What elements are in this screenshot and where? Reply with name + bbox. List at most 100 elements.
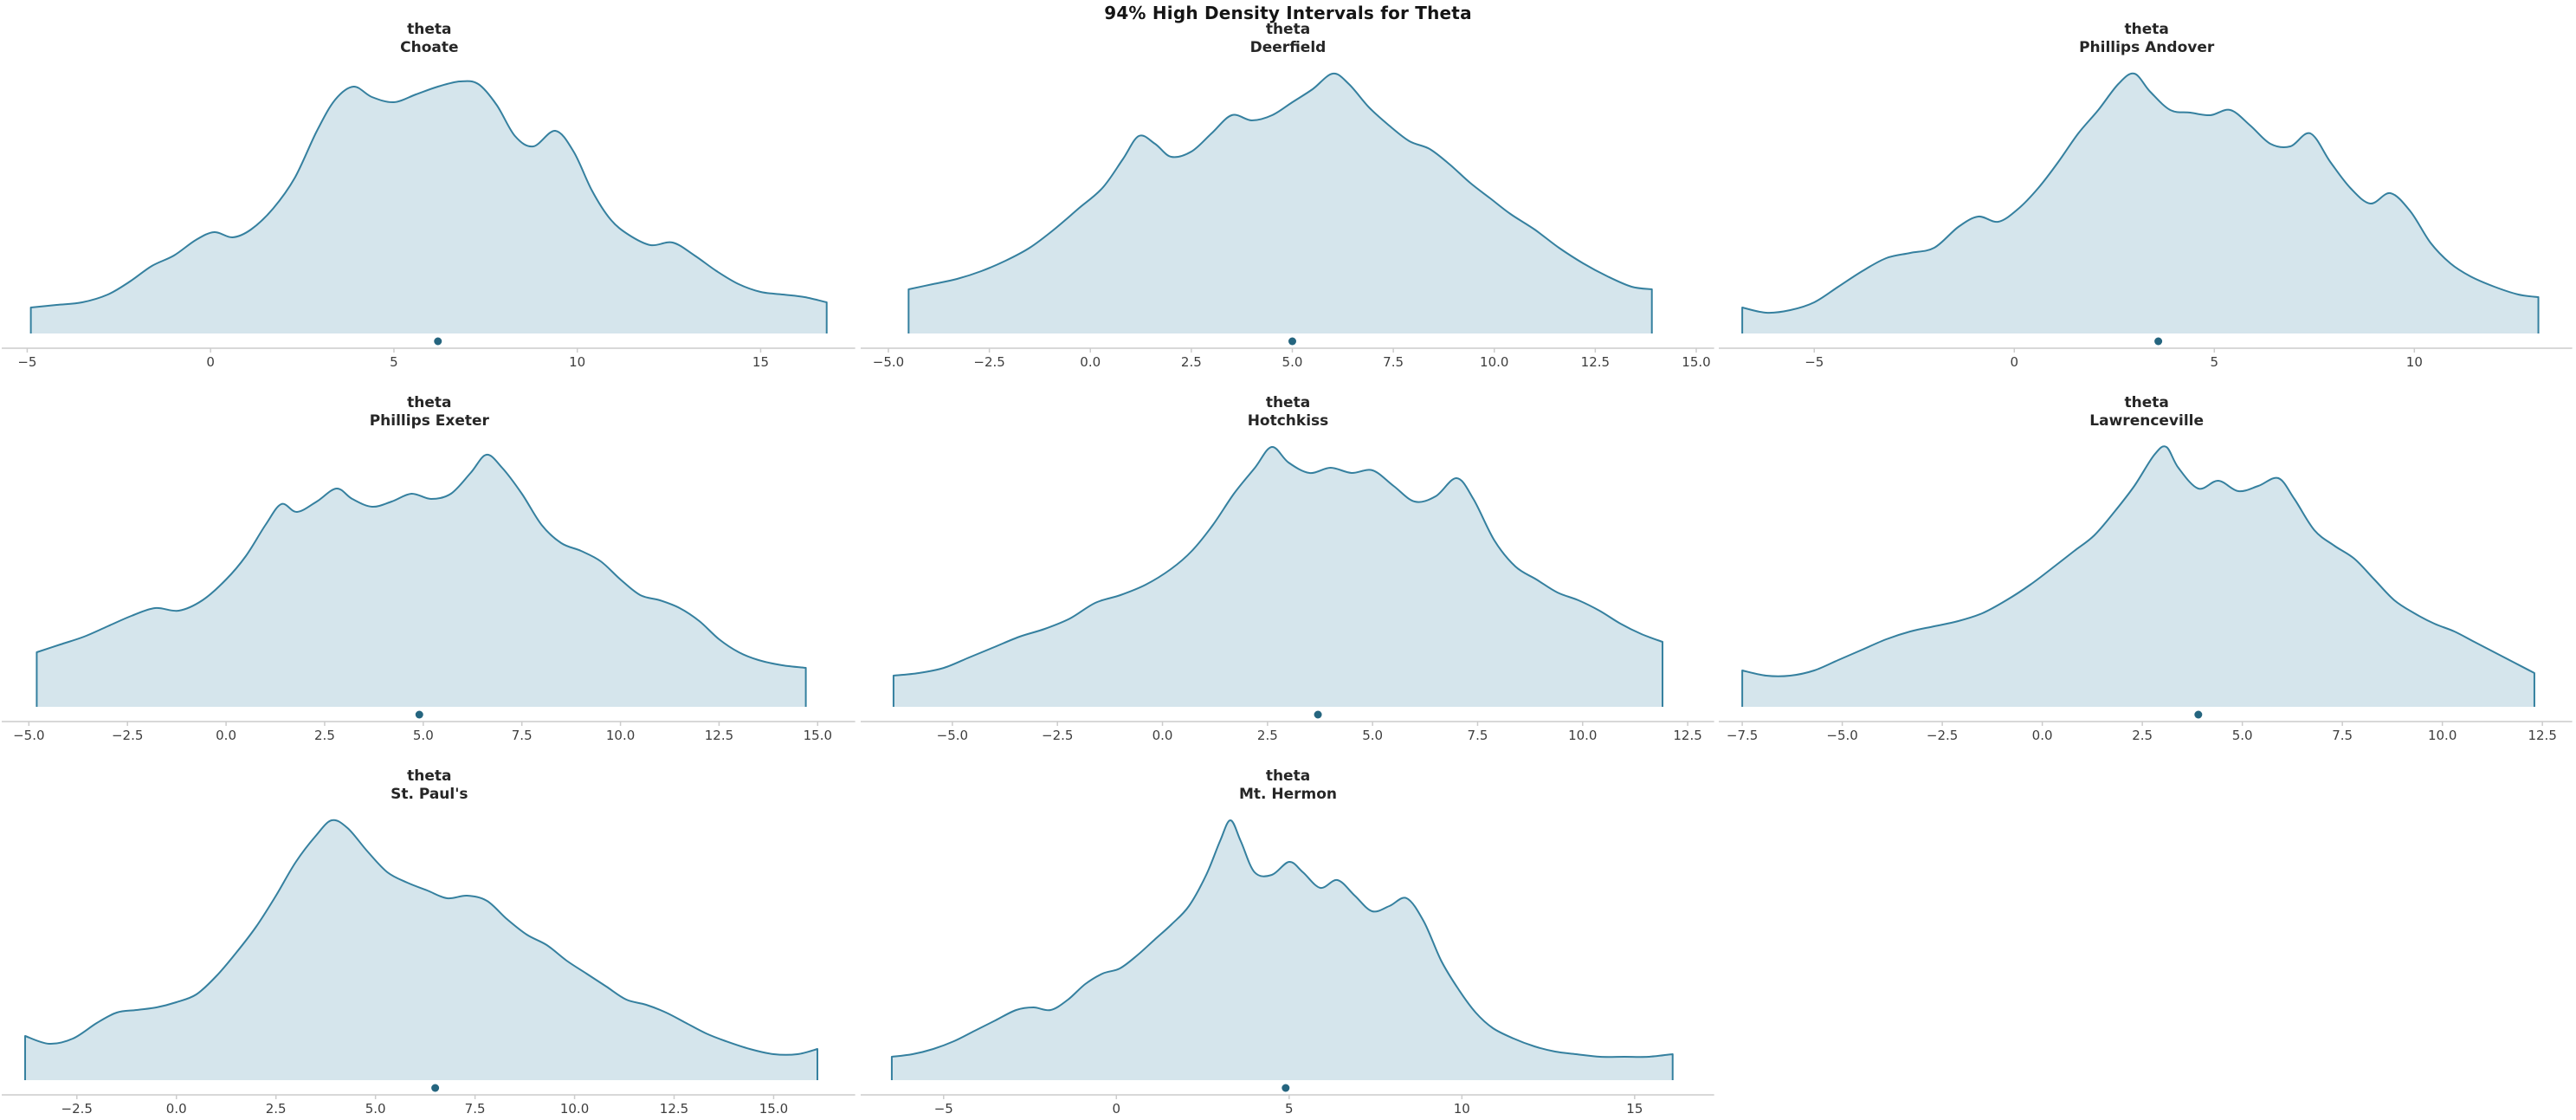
plot-title: theta Hotchkiss (859, 394, 1718, 431)
density-curve (24, 819, 819, 1080)
plot-var-label: theta (407, 767, 452, 785)
x-axis-tick-label: −5.0 (1827, 728, 1858, 743)
x-axis-tick-label: −5 (933, 1101, 952, 1117)
x-axis-tick-label: 12.5 (1580, 354, 1609, 370)
density-curve-svg: −5 0 5 10 15 (2, 80, 855, 370)
plot-school-label: Deerfield (1249, 39, 1327, 57)
plot-title: theta Deerfield (859, 21, 1718, 58)
x-axis-tick-label: 0 (2011, 354, 2019, 370)
x-axis-tick-label: −5 (1805, 354, 1824, 370)
figure-suptitle: 94% High Density Intervals for Theta (1104, 3, 1472, 23)
x-axis-tick-label: 15.0 (804, 728, 832, 743)
x-axis-tick-label: 5 (390, 354, 398, 370)
plot-var-label: theta (407, 21, 452, 38)
point-estimate-dot (1314, 710, 1322, 719)
plot-title: theta Mt. Hermon (859, 767, 1718, 805)
x-axis-tick-label: 7.5 (512, 728, 533, 743)
density-curve-svg: −5 0 5 10 15 (860, 819, 1714, 1117)
density-plot-phillips-exeter: −5.0 −2.5 0.0 2.5 5.0 7.5 10.0 12.5 15.0 theta P… (0, 373, 859, 747)
x-axis-tick-label: 15.0 (1682, 354, 1710, 370)
point-estimate-dot (1288, 337, 1296, 346)
x-axis-tick-label: 12.5 (705, 728, 733, 743)
plot-school-label: Hotchkiss (1247, 412, 1329, 431)
plot-var-label: theta (2124, 21, 2169, 38)
empty-grid-cell (1717, 747, 2576, 1120)
x-axis-tick-label: −2.5 (1042, 728, 1073, 743)
density-plot-choate: −5 0 5 10 15 theta Choate (0, 0, 859, 373)
plot-title: theta Choate (0, 21, 859, 58)
density-curve (892, 446, 1663, 707)
x-axis-tick-label: 10.0 (1568, 728, 1597, 743)
x-axis-tick-label: 10 (569, 354, 585, 370)
density-curve-svg: −5 0 5 10 (1719, 72, 2573, 370)
x-axis-tick-label: 5 (1285, 1101, 1294, 1117)
x-axis-tick-label: 2.5 (1257, 728, 1278, 743)
x-axis-tick-label: −5.0 (872, 354, 903, 370)
x-axis-tick-label: 15 (752, 354, 769, 370)
plot-var-label: theta (1265, 21, 1311, 38)
x-axis-tick-label: 5 (2211, 354, 2219, 370)
density-curve-svg: −5.0 −2.5 0.0 2.5 5.0 7.5 10.0 12.5 (860, 446, 1714, 743)
density-curve (907, 72, 1653, 333)
density-curve-svg: −5.0 −2.5 0.0 2.5 5.0 7.5 10.0 12.5 15.0 (860, 72, 1714, 370)
x-axis-tick-label: 0.0 (216, 728, 236, 743)
plot-school-label: Phillips Exeter (369, 412, 489, 431)
plot-school-label: Choate (400, 39, 459, 57)
x-axis-tick-label: 15.0 (759, 1101, 788, 1117)
x-axis-tick-label: 5.0 (365, 1101, 386, 1117)
x-axis-tick-label: 0.0 (1152, 728, 1172, 743)
x-axis-tick-label: 12.5 (660, 1101, 688, 1117)
x-axis-tick-label: 7.5 (2333, 728, 2353, 743)
x-axis-tick-label: −2.5 (61, 1101, 93, 1117)
x-axis-tick-label: 10.0 (606, 728, 635, 743)
x-axis-tick-label: 7.5 (1467, 728, 1488, 743)
x-axis-tick-label: −2.5 (973, 354, 1004, 370)
x-axis-tick-label: −2.5 (1927, 728, 1958, 743)
x-axis-tick-label: 0.0 (166, 1101, 187, 1117)
density-plot-phillips-andover: −5 0 5 10 theta Phillips Andover (1717, 0, 2576, 373)
x-axis-tick-label: 10.0 (560, 1101, 589, 1117)
density-plot-lawrenceville: −7.5 −5.0 −2.5 0.0 2.5 5.0 7.5 10.0 12.5 theta L… (1717, 373, 2576, 747)
plot-title: theta St. Paul's (0, 767, 859, 805)
plot-school-label: Lawrenceville (2089, 412, 2205, 431)
plot-school-label: St. Paul's (391, 786, 468, 804)
x-axis-tick-label: 12.5 (2528, 728, 2557, 743)
plot-title: theta Phillips Exeter (0, 394, 859, 431)
density-curve (36, 453, 807, 707)
x-axis-tick-label: 5.0 (1282, 354, 1302, 370)
density-plot-deerfield: −5.0 −2.5 0.0 2.5 5.0 7.5 10.0 12.5 15.0 theta D… (859, 0, 1718, 373)
density-plot-st-pauls: −2.5 0.0 2.5 5.0 7.5 10.0 12.5 15.0 theta St. P… (0, 747, 859, 1120)
density-curve (1741, 445, 2536, 707)
point-estimate-dot (434, 337, 442, 346)
x-axis-tick-label: 2.5 (1181, 354, 1202, 370)
x-axis-tick-label: 0 (206, 354, 215, 370)
density-curve-svg: −2.5 0.0 2.5 5.0 7.5 10.0 12.5 15.0 (2, 819, 855, 1117)
density-curve (1741, 72, 2540, 333)
x-axis-tick-label: 5.0 (413, 728, 434, 743)
x-axis-tick-label: 2.5 (266, 1101, 287, 1117)
point-estimate-dot (415, 710, 423, 719)
plot-var-label: theta (407, 394, 452, 411)
x-axis-tick-label: −7.5 (1727, 728, 1758, 743)
plot-title: theta Lawrenceville (1717, 394, 2576, 431)
x-axis-tick-label: 0.0 (2032, 728, 2053, 743)
x-axis-tick-label: −2.5 (112, 728, 143, 743)
x-axis-tick-label: 12.5 (1673, 728, 1701, 743)
x-axis-tick-label: 2.5 (314, 728, 335, 743)
density-curve-svg: −5.0 −2.5 0.0 2.5 5.0 7.5 10.0 12.5 15.0 (2, 453, 855, 743)
x-axis-tick-label: 10.0 (1480, 354, 1508, 370)
plot-var-label: theta (1265, 767, 1311, 785)
plot-title: theta Phillips Andover (1717, 21, 2576, 58)
plot-var-label: theta (1265, 394, 1311, 411)
x-axis-tick-label: 5.0 (1362, 728, 1383, 743)
x-axis-tick-label: −5.0 (936, 728, 967, 743)
density-plot-hotchkiss: −5.0 −2.5 0.0 2.5 5.0 7.5 10.0 12.5 theta Hotch… (859, 373, 1718, 747)
x-axis-tick-label: 7.5 (1383, 354, 1404, 370)
plot-var-label: theta (2124, 394, 2169, 411)
point-estimate-dot (1281, 1084, 1289, 1092)
density-curve (29, 80, 828, 333)
point-estimate-dot (431, 1084, 440, 1092)
density-curve (890, 819, 1674, 1080)
x-axis-tick-label: 10 (2406, 354, 2423, 370)
